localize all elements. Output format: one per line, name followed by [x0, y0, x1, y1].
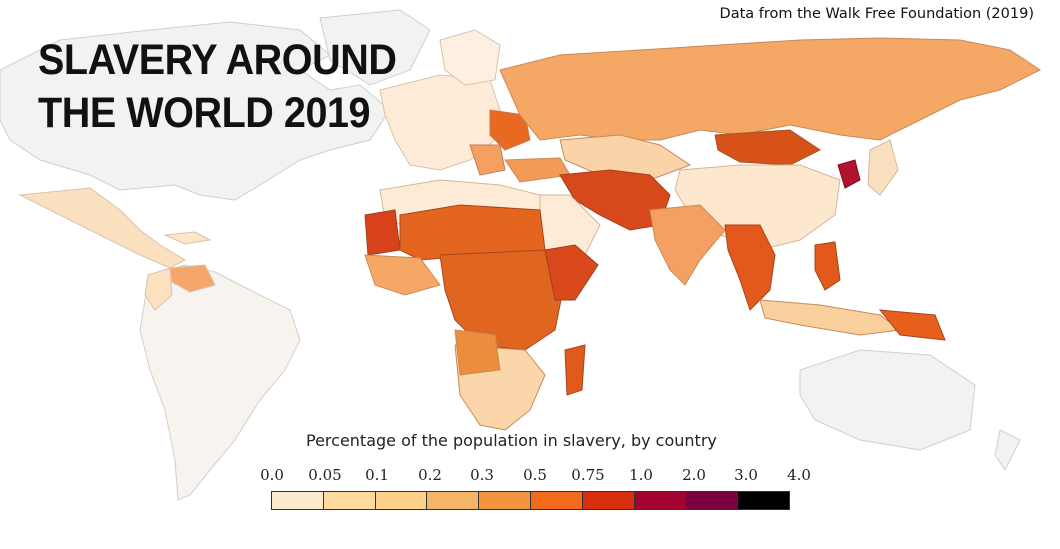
- region-turkey: [504, 157, 571, 183]
- region-south-america: [139, 264, 301, 501]
- region-north-america: [0, 21, 391, 201]
- region-japan: [867, 139, 899, 196]
- region-horn-of-africa: [544, 244, 599, 301]
- region-mauritania: [364, 209, 401, 256]
- title-line-2: THE WORLD 2019: [38, 89, 371, 137]
- legend-swatch: [271, 491, 324, 510]
- region-caribbean: [163, 231, 212, 245]
- legend-tick: 0.75: [571, 466, 605, 484]
- region-kazakhstan: [559, 134, 692, 181]
- legend-swatch: [633, 491, 687, 510]
- legend-title: Percentage of the population in slavery,…: [306, 431, 717, 450]
- region-balkans: [469, 144, 506, 176]
- legend-swatch: [478, 491, 531, 510]
- legend-tick: 0.05: [308, 466, 342, 484]
- region-australia: [799, 349, 976, 451]
- legend-tick: 0.2: [418, 466, 442, 484]
- region-madagascar: [564, 344, 586, 396]
- legend-tick: 4.0: [787, 466, 811, 484]
- legend-tick: 0.0: [260, 466, 284, 484]
- region-north-korea: [837, 159, 861, 189]
- region-indonesia: [759, 299, 902, 336]
- region-russia: [499, 37, 1041, 141]
- legend-color-bar: [271, 491, 790, 510]
- region-west-africa: [364, 254, 441, 296]
- title-line-1: SLAVERY AROUND: [38, 36, 397, 84]
- legend-tick: 3.0: [734, 466, 758, 484]
- region-mexico: [18, 187, 187, 269]
- region-new-zealand: [994, 429, 1021, 471]
- legend-swatch: [374, 491, 428, 510]
- region-colombia: [144, 267, 173, 311]
- region-mongolia: [714, 129, 821, 166]
- legend-tick: 2.0: [682, 466, 706, 484]
- map-title: SLAVERY AROUND THE WORLD 2019: [38, 34, 397, 140]
- legend-swatch: [529, 491, 583, 510]
- legend-swatch: [322, 491, 376, 510]
- legend-swatch: [581, 491, 635, 510]
- legend-swatch: [737, 491, 790, 510]
- region-scandinavia: [439, 29, 501, 86]
- region-papua: [878, 309, 946, 341]
- legend-tick: 0.3: [470, 466, 494, 484]
- data-source-note: Data from the Walk Free Foundation (2019…: [719, 6, 1034, 22]
- region-philippines: [814, 241, 841, 291]
- legend-tick: 0.5: [523, 466, 547, 484]
- region-india: [649, 204, 726, 286]
- legend-tick: 0.1: [365, 466, 389, 484]
- region-greenland: [319, 9, 431, 86]
- region-venezuela: [169, 264, 216, 293]
- legend-tick: 1.0: [629, 466, 653, 484]
- region-angola: [454, 329, 501, 376]
- legend-swatch: [426, 491, 480, 510]
- legend-swatch: [685, 491, 739, 510]
